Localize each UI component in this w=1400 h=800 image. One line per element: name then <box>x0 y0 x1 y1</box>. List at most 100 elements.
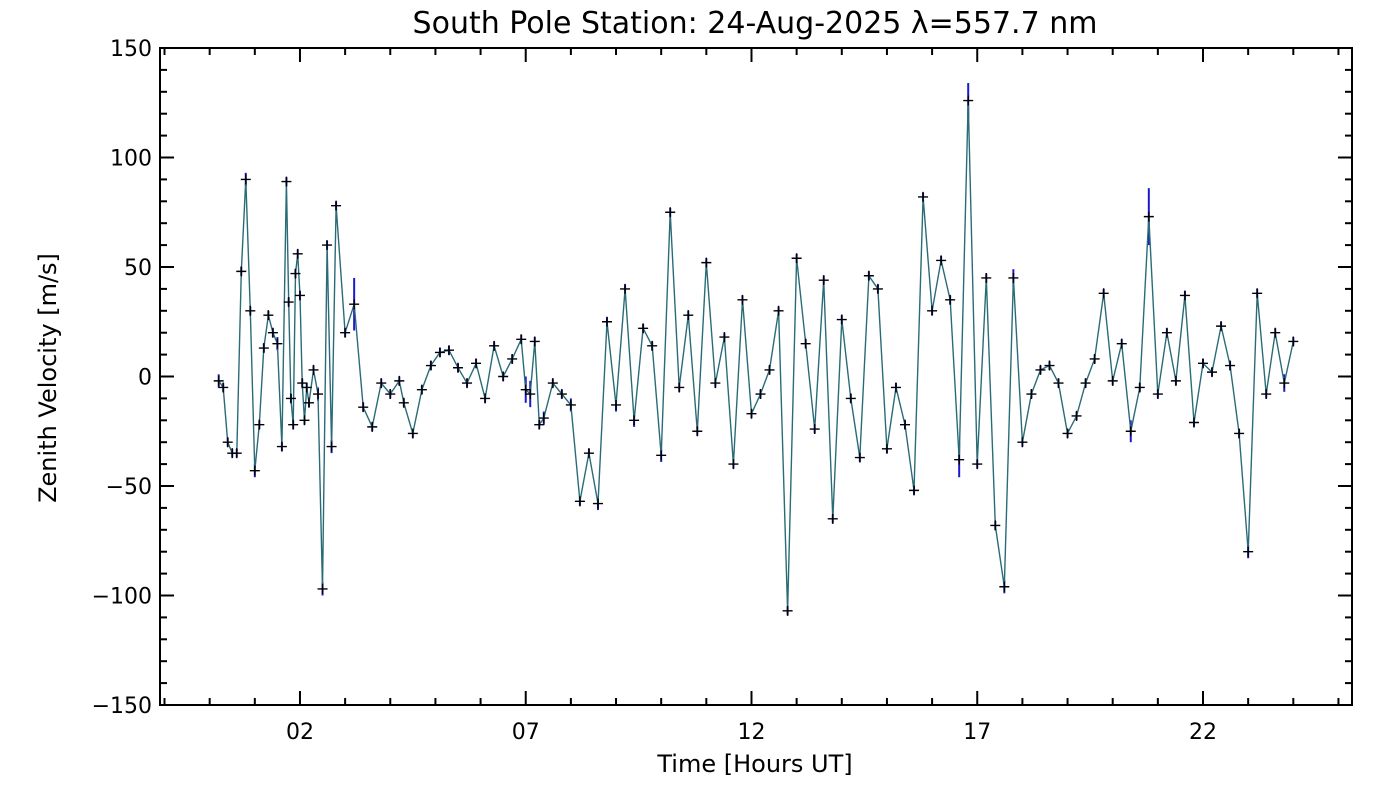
data-point <box>245 305 256 316</box>
data-point <box>791 253 802 264</box>
data-point <box>308 364 319 375</box>
data-point <box>218 382 229 393</box>
data-point <box>1053 378 1064 389</box>
data-point <box>701 257 712 268</box>
data-point <box>480 393 491 404</box>
data-point <box>462 378 473 389</box>
data-point <box>285 393 296 404</box>
y-tick-label: −150 <box>92 694 152 719</box>
data-point <box>945 294 956 305</box>
data-point <box>331 200 342 211</box>
data-point <box>358 402 369 413</box>
data-point <box>764 364 775 375</box>
x-tick-label: 17 <box>963 720 991 745</box>
data-point <box>240 174 251 185</box>
data-point <box>1188 417 1199 428</box>
data-point <box>818 275 829 286</box>
data-point <box>367 421 378 432</box>
data-point <box>728 459 739 470</box>
y-tick-label: 50 <box>124 256 152 281</box>
data-point <box>900 419 910 430</box>
data-point <box>1261 389 1272 400</box>
data-point <box>1035 364 1046 375</box>
data-point <box>1098 288 1109 299</box>
data-point <box>990 520 1001 531</box>
data-point <box>1234 428 1245 439</box>
data-point <box>936 255 947 266</box>
data-point <box>909 485 920 496</box>
data-point <box>1225 360 1236 371</box>
x-tick-label: 12 <box>737 720 765 745</box>
data-point <box>999 581 1010 592</box>
y-axis-label: Zenith Velocity [m/s] <box>34 253 62 503</box>
data-point <box>755 389 766 400</box>
data-point <box>854 452 865 463</box>
data-point <box>322 240 333 251</box>
data-point <box>258 343 269 354</box>
y-tick-label: 150 <box>110 37 152 62</box>
data-point <box>1216 321 1227 332</box>
data-point <box>489 340 500 351</box>
data-point <box>972 459 983 470</box>
data-point <box>1270 327 1281 338</box>
data-point <box>710 378 721 389</box>
data-point <box>1107 375 1118 386</box>
data-point <box>863 270 874 281</box>
data-point <box>611 399 622 410</box>
data-point <box>890 382 901 393</box>
data-point <box>845 393 856 404</box>
data-point <box>283 297 294 308</box>
y-tick-label: 0 <box>138 366 152 391</box>
x-axis-label: Time [Hours UT] <box>656 750 852 778</box>
data-point <box>602 316 612 327</box>
data-point <box>267 327 278 338</box>
plot-area: 02 07 12 17 22 −150 −100 −50 0 50 100 150 <box>92 37 1353 745</box>
plot-frame <box>159 47 1353 706</box>
data-point <box>290 268 301 279</box>
data-point <box>1207 367 1218 378</box>
data-point <box>471 358 482 369</box>
data-point <box>629 415 640 426</box>
data-point <box>773 305 784 316</box>
data-point <box>538 413 549 424</box>
data-point <box>276 441 287 452</box>
data-point <box>349 299 360 310</box>
data-point <box>534 419 545 430</box>
data-point <box>1071 410 1082 421</box>
data-point <box>254 419 265 430</box>
data-point <box>222 437 233 448</box>
data-point <box>1008 272 1019 283</box>
data-point <box>1170 375 1181 386</box>
data-point <box>529 336 540 347</box>
y-tick-label: −50 <box>106 475 152 500</box>
data-point <box>746 408 757 419</box>
data-point <box>1279 378 1290 389</box>
data-point <box>281 176 292 187</box>
x-tick-label: 22 <box>1189 720 1217 745</box>
y-tick-label: −100 <box>92 585 152 610</box>
data-point <box>231 448 242 459</box>
y-tick-label: 100 <box>110 147 152 172</box>
data-point <box>737 294 748 305</box>
data-point <box>981 272 992 283</box>
data-point <box>443 345 454 356</box>
data-point <box>1198 358 1208 369</box>
data-point <box>592 498 603 509</box>
data-point <box>317 583 328 594</box>
data-point <box>434 347 445 358</box>
data-point <box>326 441 337 452</box>
x-tick-label: 02 <box>286 720 314 745</box>
data-point <box>836 314 847 325</box>
data-point <box>288 419 299 430</box>
data-point <box>692 426 703 437</box>
data-point <box>665 207 676 218</box>
data-point <box>809 424 820 435</box>
data-point <box>547 378 558 389</box>
chart-title: South Pole Station: 24-Aug-2025 λ=557.7 … <box>413 6 1098 41</box>
data-point <box>425 360 436 371</box>
data-point <box>1134 382 1145 393</box>
data-point <box>498 371 509 382</box>
x-tick-label: 07 <box>512 720 540 745</box>
data-point <box>1143 211 1154 222</box>
